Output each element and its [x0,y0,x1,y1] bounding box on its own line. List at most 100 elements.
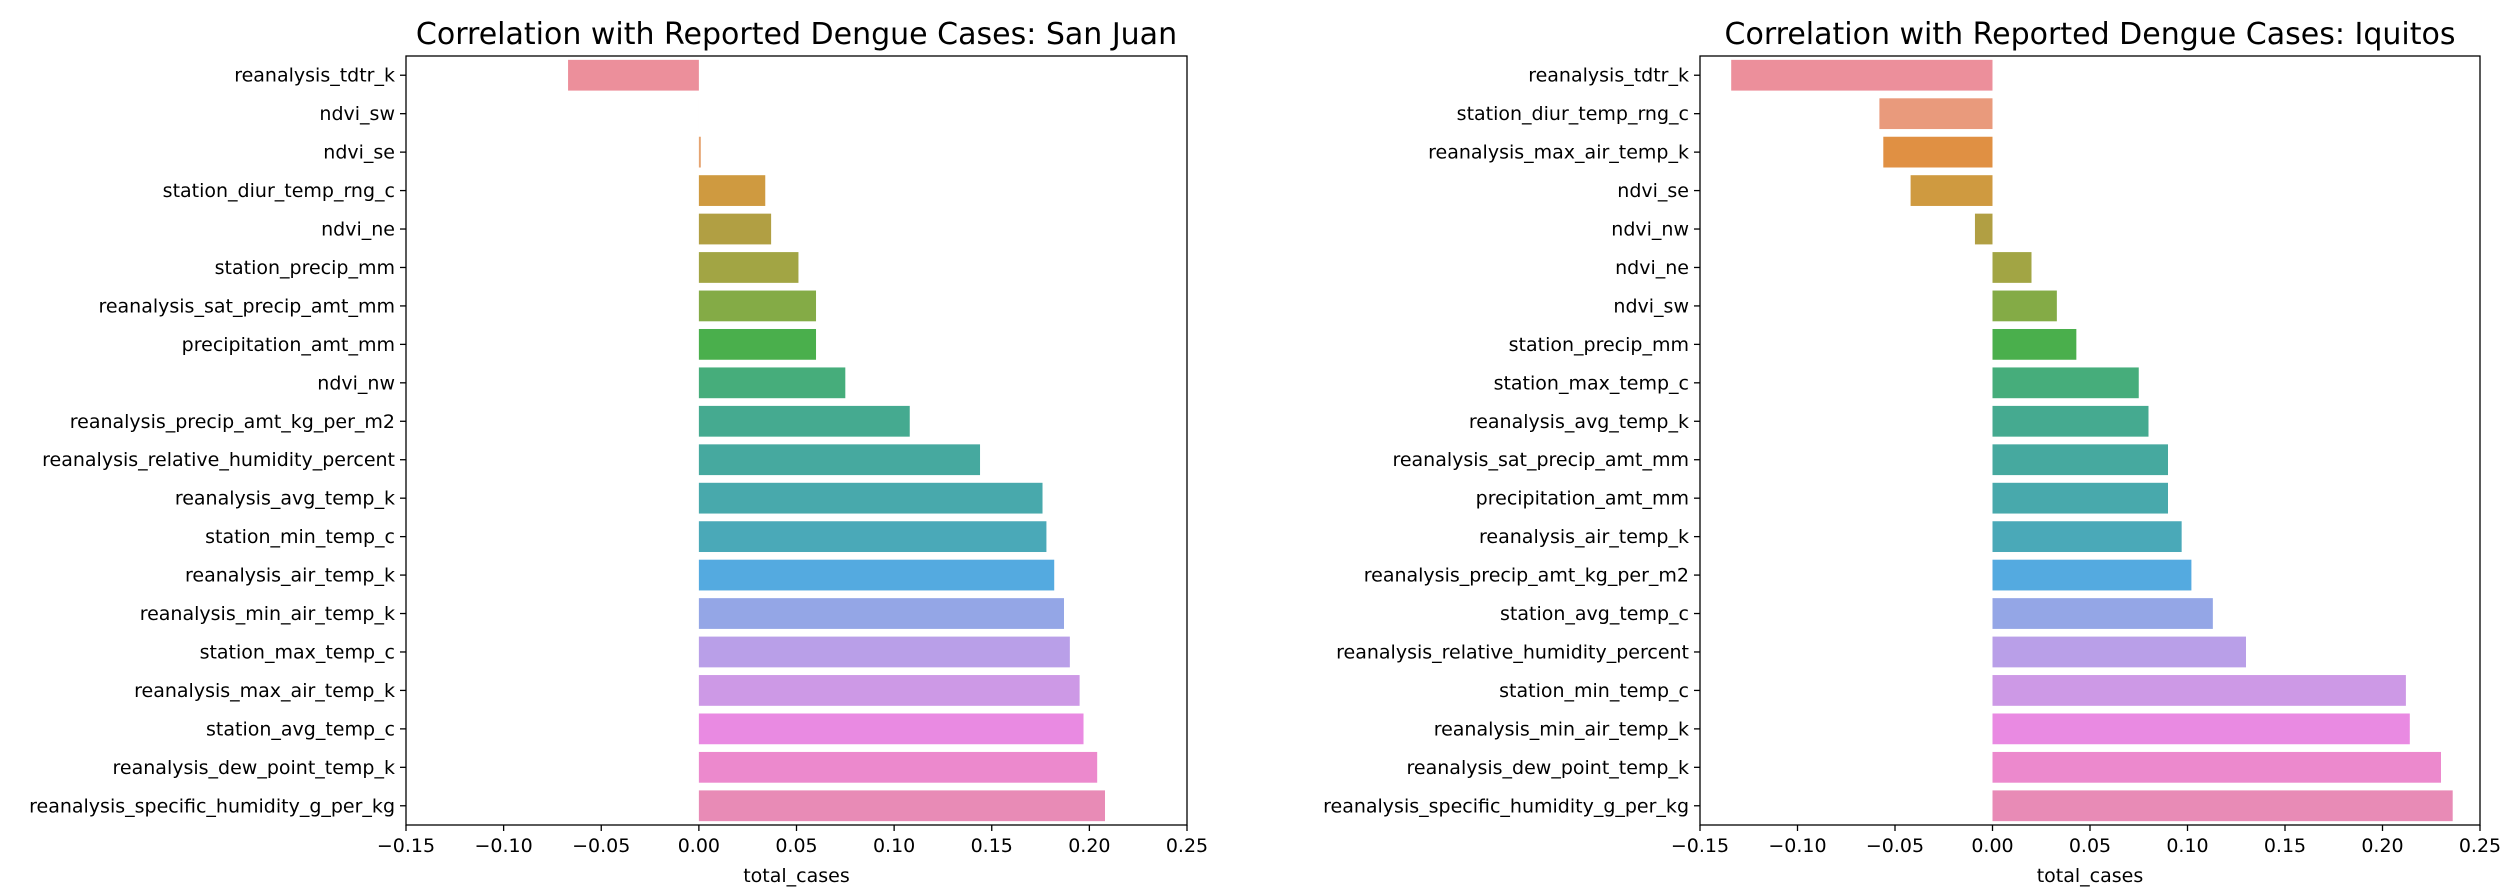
y-tick-label: reanalysis_sat_precip_amt_mm [98,295,395,317]
bar [698,482,1043,514]
x-tick-label: 0.10 [873,835,915,857]
y-tick-label: ndvi_se [323,142,395,164]
y-tick-label: reanalysis_precip_amt_kg_per_m2 [70,411,395,433]
bar [698,751,1098,783]
y-tick-label: station_avg_temp_c [1500,603,1689,625]
x-tick-label: −0.05 [572,835,630,857]
y-tick-label: reanalysis_tdtr_k [1528,65,1689,87]
bar [698,175,766,206]
x-tick-label: −0.05 [1866,835,1924,857]
y-tick-label: precipitation_amt_mm [1476,488,1689,510]
x-tick-label: 0.05 [2069,835,2111,857]
y-tick-label: station_max_temp_c [200,641,395,663]
y-tick-label: reanalysis_relative_humidity_percent [42,449,395,471]
bar [1883,136,1993,168]
chart-title: Correlation with Reported Dengue Cases: … [416,17,1177,52]
x-tick-label: −0.10 [1768,835,1826,857]
y-tick-label: station_max_temp_c [1494,372,1689,394]
bar [698,367,846,399]
y-tick-label: reanalysis_air_temp_k [185,565,395,587]
y-tick-label: ndvi_sw [319,103,395,125]
bar [698,290,817,322]
y-tick-label: reanalysis_relative_humidity_percent [1336,641,1689,663]
chart-title: Correlation with Reported Dengue Cases: … [1725,17,2456,52]
y-tick-label: reanalysis_air_temp_k [1479,526,1689,548]
y-tick-label: ndvi_sw [1613,295,1689,317]
x-axis-label: total_cases [2037,865,2144,887]
x-tick-label: 0.00 [678,835,720,857]
x-tick-label: 0.05 [775,835,817,857]
bar [1992,559,2192,591]
x-tick-label: 0.00 [1971,835,2013,857]
y-tick-label: reanalysis_tdtr_k [234,65,395,87]
bar [1992,713,2410,745]
y-tick-label: precipitation_amt_mm [182,334,395,356]
bar [698,213,772,245]
y-tick-label: station_precip_mm [1509,334,1689,356]
y-tick-label: ndvi_nw [317,372,395,394]
x-tick-label: −0.15 [1671,835,1729,857]
bar [1910,175,1993,206]
y-tick-label: ndvi_ne [321,219,395,241]
y-tick-label: reanalysis_dew_point_temp_k [113,757,395,779]
plot-frame [1699,55,2481,826]
x-tick-label: 0.10 [2166,835,2208,857]
bar [1992,367,2139,399]
bar [1992,675,2406,706]
y-tick-label: reanalysis_precip_amt_kg_per_m2 [1364,565,1689,587]
bar [698,521,1047,553]
x-tick-label: −0.15 [377,835,435,857]
x-tick-label: 0.25 [1166,835,1208,857]
bar [698,328,817,360]
x-tick-label: 0.15 [971,835,1013,857]
chart-0: Correlation with Reported Dengue Cases: … [29,17,1208,887]
bar [1992,636,2246,668]
bar [698,252,799,283]
bar [698,598,1064,629]
bar [698,444,981,476]
bar [1879,98,1993,130]
y-tick-label: ndvi_nw [1611,219,1689,241]
y-tick-label: station_diur_temp_rng_c [163,180,395,202]
bar [698,790,1105,822]
bar [1974,213,1993,245]
y-tick-label: station_avg_temp_c [206,718,395,740]
x-tick-label: −0.10 [475,835,533,857]
bar [698,713,1084,745]
bar [1992,521,2182,553]
bar [1992,444,2168,476]
bar [568,59,699,91]
x-axis-label: total_cases [743,865,850,887]
x-tick-label: 0.20 [1068,835,1110,857]
y-tick-label: station_diur_temp_rng_c [1457,103,1689,125]
bar [698,405,910,437]
x-tick-label: 0.15 [2264,835,2306,857]
y-tick-label: station_precip_mm [215,257,395,279]
y-tick-label: station_min_temp_c [1499,680,1689,702]
y-tick-label: reanalysis_avg_temp_k [1469,411,1689,433]
y-tick-label: reanalysis_avg_temp_k [175,488,395,510]
y-tick-label: reanalysis_max_air_temp_k [134,680,395,702]
bar [1992,252,2032,283]
x-tick-label: 0.20 [2361,835,2403,857]
y-tick-label: reanalysis_specific_humidity_g_per_kg [29,795,395,817]
bar [1992,790,2453,822]
y-tick-label: reanalysis_dew_point_temp_k [1407,757,1689,779]
bar [1992,751,2441,783]
plot-frame [405,55,1188,826]
bar [698,675,1080,706]
x-tick-label: 0.25 [2459,835,2501,857]
y-tick-label: reanalysis_specific_humidity_g_per_kg [1323,795,1689,817]
bar [1992,290,2057,322]
y-tick-label: reanalysis_max_air_temp_k [1428,142,1689,164]
y-tick-label: ndvi_se [1617,180,1689,202]
bar [1731,59,1993,91]
y-tick-label: reanalysis_min_air_temp_k [140,603,395,625]
bar [1992,328,2077,360]
y-tick-label: ndvi_ne [1615,257,1689,279]
y-tick-label: reanalysis_min_air_temp_k [1434,718,1689,740]
bar [1992,598,2213,629]
bar [698,559,1055,591]
chart-1: Correlation with Reported Dengue Cases: … [1323,17,2501,887]
